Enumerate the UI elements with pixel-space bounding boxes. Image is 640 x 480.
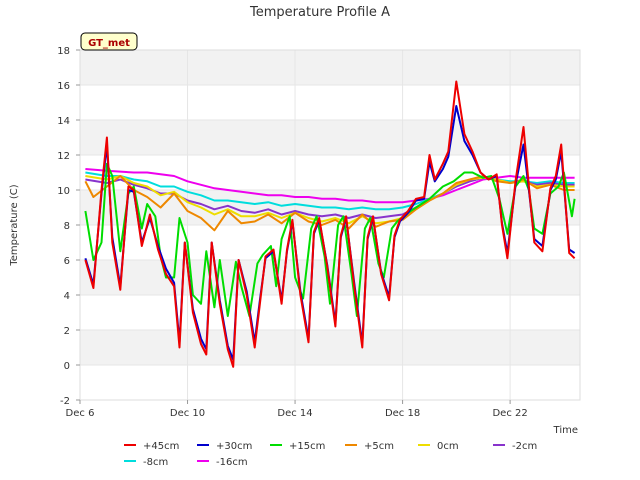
series-line-45cm (84, 80, 576, 368)
legend-item: -8cm (124, 457, 168, 468)
series-line-16cm (85, 168, 575, 204)
legend-item: -2cm (493, 441, 537, 452)
plot-background (80, 50, 580, 400)
y-tick-label: 10 (57, 186, 70, 197)
y-axis: -2 0 2 4 6 8 10 12 14 16 18 (57, 46, 80, 407)
x-axis-label: Time (553, 425, 578, 436)
x-tick-label: Dec 22 (492, 408, 527, 419)
y-tick-label: 4 (64, 291, 70, 302)
x-tick-label: Dec 18 (385, 408, 420, 419)
plot-band (80, 225, 580, 260)
legend-item: +45cm (124, 441, 179, 452)
y-tick-label: 2 (64, 326, 70, 337)
y-tick-label: 8 (64, 221, 70, 232)
plot-band (80, 120, 580, 155)
series-line-5cm (84, 175, 575, 232)
legend-item: +30cm (197, 441, 252, 452)
legend-label: +30cm (216, 441, 252, 452)
plot-band (80, 85, 580, 120)
legend-item: 0cm (418, 441, 459, 452)
legend-item: +5cm (345, 441, 394, 452)
y-tick-label: 12 (57, 151, 70, 162)
y-tick-label: 14 (57, 116, 70, 127)
legend-label: 0cm (437, 441, 459, 452)
chart-title: Temperature Profile A (249, 5, 390, 20)
gt-met-badge-box (80, 32, 138, 51)
legend-label: +45cm (143, 441, 179, 452)
plot-band (80, 50, 580, 85)
y-axis-label: Temperature (C) (9, 184, 20, 266)
x-tick-label: Dec 6 (66, 408, 95, 419)
y-tick-label: 6 (64, 256, 70, 267)
legend-label: +5cm (364, 441, 394, 452)
legend-label: -8cm (143, 457, 168, 468)
x-tick-label: Dec 14 (277, 408, 312, 419)
plot-band (80, 330, 580, 365)
gt-met-badge: GT_met (80, 32, 138, 51)
x-tick-label: Dec 10 (170, 408, 205, 419)
y-tick-label: 18 (57, 46, 70, 57)
plot-band (80, 365, 580, 400)
legend: +45cm +30cm +15cm +5cm 0cm -2cm -8cm -16cm (124, 441, 537, 468)
legend-label: -16cm (216, 457, 248, 468)
x-axis: Dec 6 Dec 10 Dec 14 Dec 18 Dec 22 (66, 400, 528, 419)
series-lines (84, 80, 576, 368)
legend-label: -2cm (512, 441, 537, 452)
gt-met-badge-label: GT_met (88, 38, 130, 49)
y-tick-label: 0 (64, 361, 70, 372)
legend-label: +15cm (289, 441, 325, 452)
y-tick-label: -2 (60, 396, 70, 407)
y-tick-label: 16 (57, 81, 70, 92)
legend-item: -16cm (197, 457, 248, 468)
legend-item: +15cm (270, 441, 325, 452)
